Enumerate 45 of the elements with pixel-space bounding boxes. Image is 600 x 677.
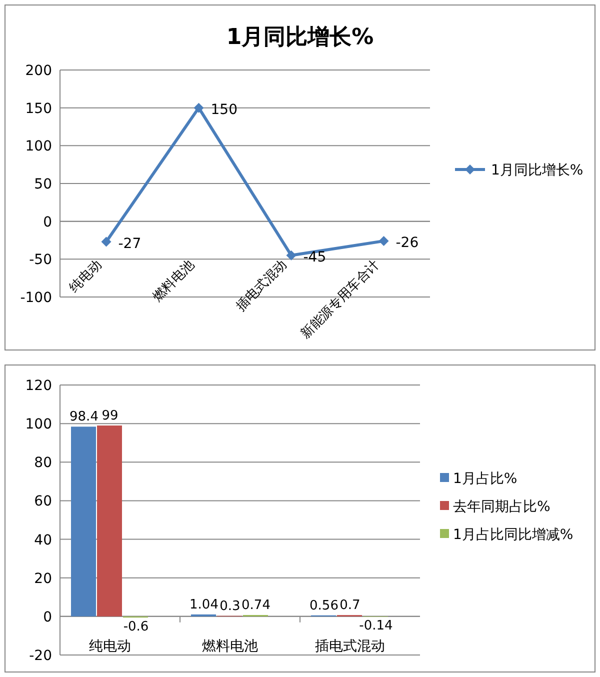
y-tick-label: 60: [34, 494, 52, 510]
bar: [97, 426, 122, 616]
x-tick-label: 燃料电池: [150, 258, 198, 305]
point: [378, 236, 389, 246]
x-tick-label: 燃料电池: [202, 638, 258, 654]
data-label: -27: [118, 236, 142, 252]
y-tick-label: -50: [29, 252, 52, 268]
y-tick-label: 0: [43, 214, 52, 230]
x-tick-label: 纯电动: [66, 258, 106, 296]
y-tick-label: -20: [29, 648, 52, 664]
chart-title: 1月同比增长%: [226, 25, 374, 50]
y-tick-label: 120: [25, 378, 52, 394]
y-tick-label: -100: [20, 290, 52, 306]
data-label: 98.4: [70, 410, 98, 425]
data-label: -0.14: [359, 618, 393, 634]
y-tick-label: 100: [25, 416, 52, 433]
x-tick-label: 插电式混动: [315, 638, 385, 654]
bar: [71, 426, 96, 616]
x-tick-label: 纯电动: [89, 638, 131, 654]
data-label: 1.04: [190, 597, 218, 612]
legend-label: 1月同比增长%: [491, 162, 584, 178]
y-tick-label: 20: [34, 570, 52, 587]
data-label: 0.3: [220, 598, 240, 614]
y-tick-label: 80: [34, 455, 52, 472]
legend-label: 去年同期占比%: [453, 499, 550, 515]
point: [101, 236, 112, 247]
data-label: 0.7: [340, 598, 360, 614]
y-tick-label: 100: [25, 138, 52, 155]
legend-label: 1月占比%: [453, 471, 518, 487]
point: [286, 250, 296, 260]
y-tick-label: 0: [43, 609, 52, 626]
data-label: -26: [396, 235, 419, 252]
data-label: -45: [303, 249, 326, 266]
data-label: 0.56: [310, 598, 338, 614]
y-tick-label: 50: [34, 176, 52, 192]
point: [194, 102, 204, 113]
y-tick-label: 150: [25, 100, 52, 117]
data-label: 150: [210, 102, 238, 118]
data-label: 0.74: [242, 598, 270, 613]
data-label: -0.6: [123, 620, 149, 635]
y-tick-label: 40: [34, 532, 52, 548]
y-tick-label: 200: [25, 63, 52, 79]
x-tick-label: 插电式混动: [234, 258, 290, 314]
legend-label: 1月占比同比增减%: [453, 527, 574, 543]
data-label: 99: [102, 408, 118, 424]
